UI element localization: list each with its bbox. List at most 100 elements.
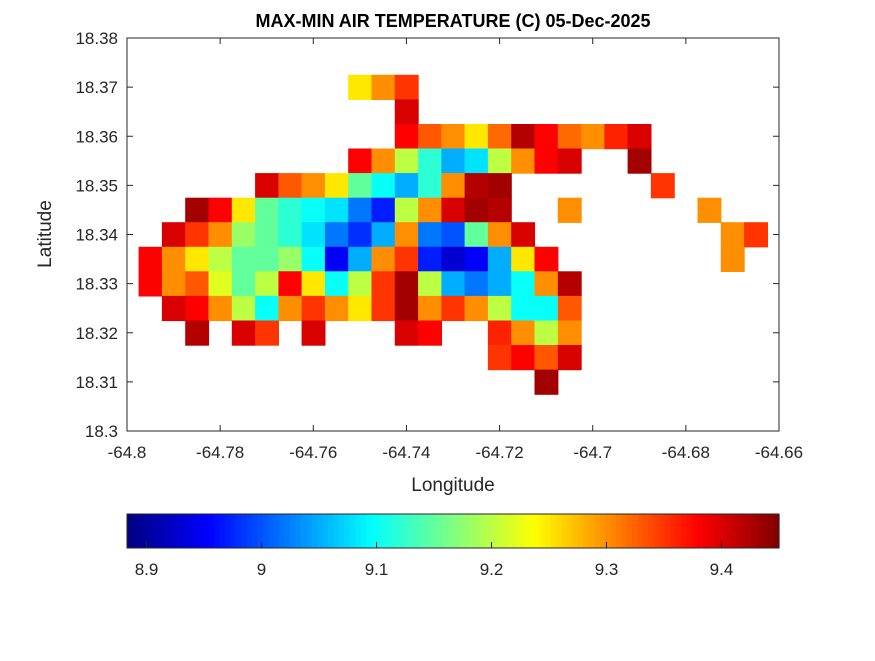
colorbar-segment — [322, 514, 329, 548]
heat-cell — [301, 197, 326, 223]
colorbar-segment — [746, 514, 753, 548]
colorbar-segment — [529, 514, 536, 548]
heat-cell — [487, 197, 512, 223]
heat-cell — [324, 197, 349, 223]
colorbar-segment — [360, 514, 367, 548]
y-tick-label: 18.38 — [75, 29, 118, 48]
heat-cell — [441, 173, 466, 199]
heat-cell — [534, 246, 559, 272]
colorbar-segment — [192, 514, 199, 548]
colorbar-segment — [751, 514, 758, 548]
heat-cell — [231, 222, 256, 248]
heat-cell — [185, 222, 210, 248]
colorbar-segment — [577, 514, 584, 548]
heat-cell — [464, 148, 489, 174]
colorbar-segment — [659, 514, 666, 548]
colorbar-segment — [621, 514, 628, 548]
heat-cell — [394, 271, 419, 297]
heat-cell — [418, 148, 442, 174]
heat-cell — [324, 222, 349, 248]
y-axis: 18.3 18.31 18.32 18.33 18.34 18.35 18.36 18.37 1… — [75, 29, 779, 441]
colorbar-segment — [425, 514, 432, 548]
colorbar-segment — [675, 514, 682, 548]
colorbar-tick-label: 9.1 — [365, 560, 389, 579]
colorbar-frame — [126, 513, 780, 549]
colorbar-segment — [512, 514, 519, 548]
colorbar-segment — [132, 514, 139, 548]
colorbar: 8.9 9 9.1 9.2 9.3 9.4 — [126, 513, 780, 579]
heat-cell — [301, 271, 326, 297]
heat-cell — [418, 173, 442, 199]
heat-cell — [534, 271, 559, 297]
colorbar-segment — [175, 514, 182, 548]
colorbar-segment — [317, 514, 324, 548]
colorbar-segment — [702, 514, 709, 548]
y-tick-label: 18.35 — [75, 176, 118, 195]
heat-cell — [231, 320, 256, 346]
heat-cell — [487, 345, 512, 371]
heat-cell — [627, 148, 652, 174]
heat-cell — [371, 148, 396, 174]
heat-cell — [418, 246, 442, 272]
colorbar-segment — [713, 514, 720, 548]
colorbar-segment — [170, 514, 177, 548]
heat-cell — [255, 295, 279, 322]
x-tick-label: -64.74 — [382, 443, 430, 462]
heat-cell — [278, 197, 303, 223]
heat-cell — [534, 148, 559, 174]
heat-cell — [441, 148, 466, 174]
colorbar-segment — [773, 514, 780, 548]
colorbar-segment — [686, 514, 693, 548]
heat-cell — [464, 222, 489, 248]
heat-cell — [185, 320, 210, 346]
colorbar-segment — [290, 514, 297, 548]
colorbar-segment — [719, 514, 726, 548]
heat-cell — [464, 246, 489, 272]
colorbar-segment — [409, 514, 416, 548]
colorbar-segment — [632, 514, 639, 548]
colorbar-segment — [447, 514, 454, 548]
colorbar-segment — [768, 514, 775, 548]
heat-cell — [301, 320, 326, 346]
heat-cell — [744, 222, 768, 248]
colorbar-tick-label: 8.9 — [135, 560, 159, 579]
colorbar-segment — [251, 514, 258, 548]
y-tick-label: 18.33 — [75, 275, 118, 294]
heat-cell — [511, 320, 536, 346]
colorbar-segment — [539, 514, 546, 548]
y-tick-label: 18.32 — [75, 324, 118, 343]
x-tick-label: -64.72 — [475, 443, 523, 462]
heat-cell — [161, 295, 186, 322]
heat-cell — [418, 124, 442, 150]
colorbar-segment — [730, 514, 737, 548]
heat-cell — [418, 271, 442, 297]
y-tick-label: 18.3 — [85, 422, 118, 441]
heat-cell — [231, 271, 256, 297]
colorbar-segment — [404, 514, 411, 548]
heat-cell — [441, 222, 466, 248]
heat-cell — [371, 295, 396, 322]
heat-cell — [650, 173, 675, 199]
colorbar-segment — [197, 514, 204, 548]
x-axis-label: Longitude — [411, 475, 494, 496]
heat-cell — [394, 74, 419, 100]
heat-cell — [418, 295, 442, 322]
colorbar-segment — [469, 514, 476, 548]
colorbar-segment — [355, 514, 362, 548]
heat-cell — [464, 197, 489, 223]
colorbar-segment — [393, 514, 400, 548]
colorbar-segment — [306, 514, 313, 548]
colorbar-segment — [376, 514, 383, 548]
colorbar-segment — [328, 514, 335, 548]
colorbar-segment — [453, 514, 460, 548]
heat-cell — [464, 124, 489, 150]
colorbar-segment — [572, 514, 579, 548]
heat-cell — [255, 246, 279, 272]
colorbar-segment — [235, 514, 242, 548]
heat-cell — [557, 148, 582, 174]
heat-cell — [231, 246, 256, 272]
heat-cell — [324, 295, 349, 322]
colorbar-segment — [485, 514, 492, 548]
heat-cell — [720, 246, 745, 272]
heat-cell — [534, 369, 559, 395]
